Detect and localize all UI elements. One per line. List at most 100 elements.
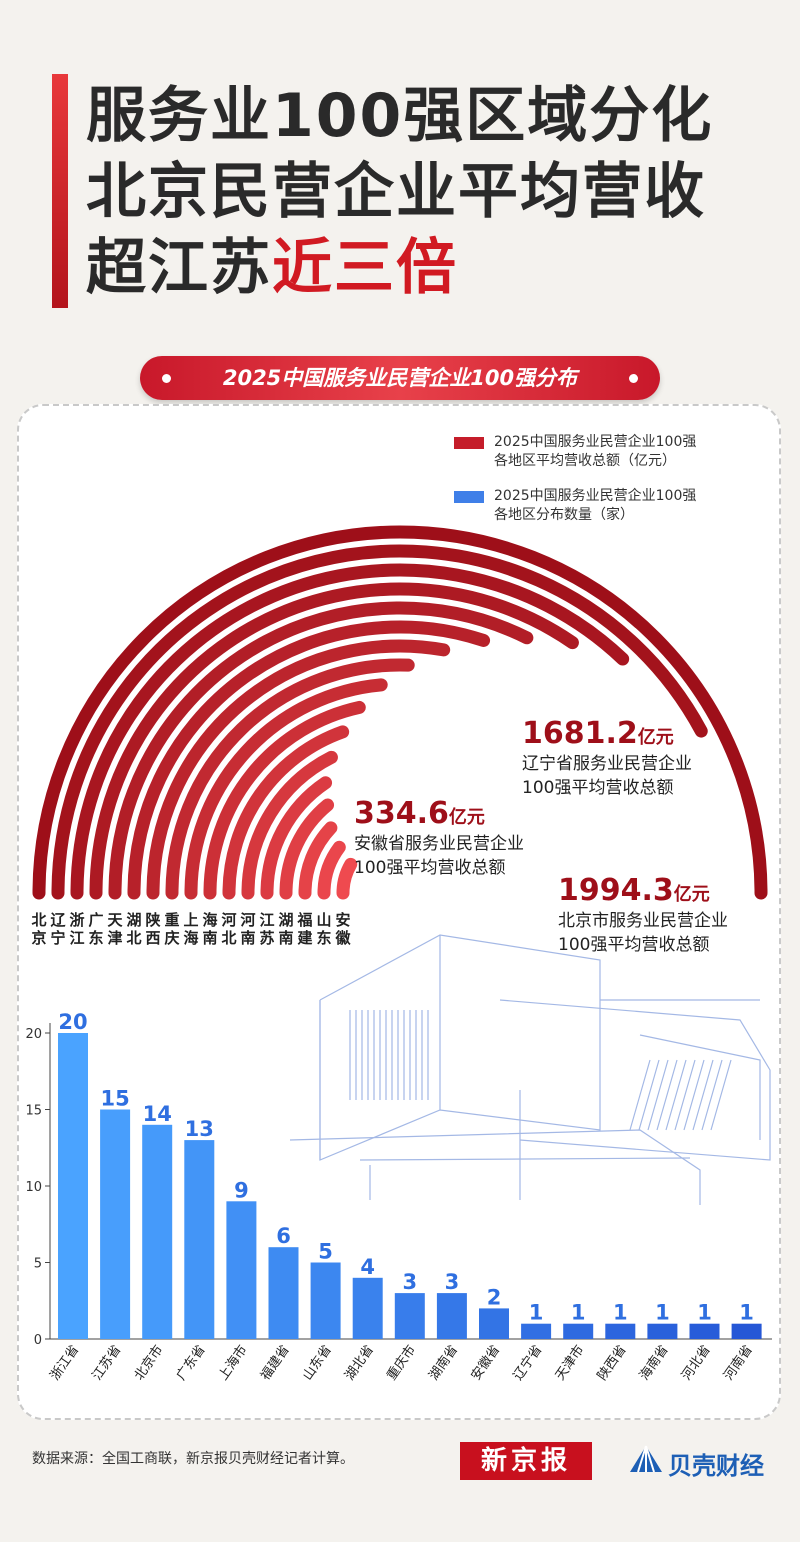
bar-辽宁省 — [521, 1323, 552, 1339]
annotation-beijing-line-1: 北京市服务业民营企业 — [558, 911, 728, 931]
arc-label-bottom-重庆: 庆 — [164, 929, 179, 947]
arc-label-top-山东: 山 — [316, 911, 331, 929]
bar-河南省 — [731, 1323, 762, 1339]
y-tick-label-5: 5 — [34, 1257, 42, 1272]
y-tick-label-10: 10 — [25, 1180, 42, 1195]
bar-湖南省 — [436, 1293, 467, 1339]
arc-label-bottom-天津: 津 — [107, 929, 122, 947]
annotation-liaoning-line-1: 辽宁省服务业民营企业 — [522, 754, 692, 774]
bar-value-label-河北省: 1 — [697, 1301, 712, 1325]
arc-label-top-辽宁: 辽 — [50, 911, 65, 929]
beike-shell-logo-icon — [630, 1445, 662, 1473]
arc-label-bottom-上海: 海 — [183, 929, 198, 947]
revenue-arc-陕西 — [146, 639, 451, 900]
bar-value-label-福建省: 6 — [276, 1224, 291, 1248]
bar-陕西省 — [605, 1323, 636, 1339]
bar-湖北省 — [352, 1277, 383, 1339]
legend-revenue-line-2: 各地区平均营收总额（亿元） — [494, 453, 676, 469]
x-tick-label-广东省: 广东省 — [174, 1343, 209, 1384]
annotation-beijing-unit: 亿元 — [673, 884, 710, 905]
arc-label-bottom-浙江: 江 — [69, 929, 84, 947]
bar-value-label-上海市: 9 — [234, 1178, 249, 1202]
x-tick-label-上海市: 上海市 — [215, 1342, 250, 1383]
x-tick-label-湖南省: 湖南省 — [426, 1342, 461, 1383]
revenue-arc-辽宁 — [51, 544, 708, 900]
annotation-beijing-value: 1994.3 — [558, 873, 674, 908]
arc-label-bottom-北京: 京 — [31, 929, 46, 947]
y-tick-label-0: 0 — [34, 1333, 42, 1348]
arc-label-bottom-辽宁: 宁 — [50, 929, 65, 947]
arc-label-top-福建: 福 — [296, 911, 312, 929]
x-tick-label-北京市: 北京市 — [131, 1342, 166, 1383]
data-source-note: 数据来源：全国工商联，新京报贝壳财经记者计算。 — [32, 1451, 354, 1467]
bar-value-label-山东省: 5 — [318, 1240, 333, 1264]
revenue-arc-河北 — [222, 725, 350, 900]
bar-value-label-重庆市: 3 — [402, 1270, 417, 1294]
legend-count-line-2: 各地区分布数量（家） — [494, 507, 634, 523]
legend-revenue-swatch — [454, 437, 484, 449]
revenue-arc-广东 — [89, 582, 579, 900]
annotation-liaoning-line-2: 100强平均营收总额 — [522, 778, 674, 798]
architecture-sketch-illustration — [289, 934, 771, 1205]
annotation-anhui-value: 334.6 — [354, 796, 449, 831]
bar-value-label-河南省: 1 — [739, 1301, 754, 1325]
x-tick-label-山东省: 山东省 — [300, 1343, 335, 1384]
y-tick-label-20: 20 — [25, 1027, 42, 1042]
arc-label-top-天津: 天 — [107, 911, 123, 929]
x-tick-label-重庆市: 重庆市 — [384, 1342, 419, 1383]
bar-海南省 — [647, 1323, 678, 1339]
x-tick-label-安徽省: 安徽省 — [469, 1343, 504, 1384]
legend-revenue-text: 2025中国服务业民营企业100强 各地区平均营收总额（亿元） — [494, 433, 754, 471]
arc-label-top-江苏: 江 — [259, 911, 274, 929]
bar-天津市 — [563, 1323, 594, 1339]
arc-label-bottom-湖北: 北 — [126, 929, 141, 947]
arc-label-bottom-湖南: 南 — [278, 929, 293, 947]
bullet-dot-right-icon — [629, 374, 638, 383]
bar-北京市 — [142, 1124, 173, 1339]
annotation-anhui-line-2: 100强平均营收总额 — [354, 858, 506, 878]
bar-浙江省 — [58, 1033, 88, 1339]
legend-count-swatch — [454, 491, 484, 503]
arc-label-bottom-海南: 南 — [202, 929, 217, 947]
bar-安徽省 — [479, 1308, 509, 1339]
bar-value-label-江苏省: 15 — [100, 1087, 129, 1111]
arc-label-top-陕西: 陕 — [145, 911, 160, 929]
x-tick-label-辽宁省: 辽宁省 — [510, 1342, 545, 1383]
bar-上海市 — [226, 1201, 257, 1339]
x-tick-label-海南省: 海南省 — [636, 1342, 671, 1383]
revenue-arc-浙江 — [70, 563, 630, 900]
legend-count-text: 2025中国服务业民营企业100强 各地区分布数量（家） — [494, 487, 754, 525]
arc-label-bottom-福建: 建 — [297, 929, 313, 947]
arc-label-top-湖北: 湖 — [126, 911, 141, 929]
legend-count-line-1: 2025中国服务业民营企业100强 — [494, 488, 697, 504]
arc-label-top-河南: 河 — [240, 911, 255, 929]
legend-revenue-line-1: 2025中国服务业民营企业100强 — [494, 434, 697, 450]
annotation-beijing-line-2: 100强平均营收总额 — [558, 935, 710, 955]
title-line-1: 服务业100强区域分化 — [86, 81, 714, 151]
y-tick-label-15: 15 — [25, 1104, 42, 1119]
bar-value-label-北京市: 14 — [143, 1102, 172, 1126]
arc-label-top-安徽: 安 — [335, 911, 350, 929]
arc-label-top-海南: 海 — [202, 911, 217, 929]
bar-value-label-浙江省: 20 — [58, 1010, 87, 1034]
bar-value-label-辽宁省: 1 — [529, 1301, 544, 1325]
revenue-arc-天津 — [108, 601, 534, 900]
revenue-arc-山东 — [317, 840, 346, 900]
arc-label-bottom-河南: 南 — [240, 929, 255, 947]
arc-label-top-上海: 上 — [183, 911, 198, 929]
x-tick-label-天津市: 天津市 — [552, 1342, 587, 1383]
arc-label-bottom-河北: 北 — [221, 929, 236, 947]
x-tick-label-浙江省: 浙江省 — [48, 1343, 83, 1384]
xinjingbao-logo: 新京报 — [460, 1442, 592, 1480]
revenue-arc-重庆 — [165, 658, 415, 900]
bullet-dot-left-icon — [162, 374, 171, 383]
arc-label-bottom-山东: 东 — [316, 929, 331, 947]
bar-福建省 — [268, 1247, 299, 1339]
title-line-2: 北京民营企业平均营收 — [86, 157, 706, 227]
revenue-arc-上海 — [184, 678, 388, 900]
arc-label-bottom-江苏: 苏 — [259, 929, 274, 947]
annotation-anhui-line-1: 安徽省服务业民营企业 — [354, 834, 524, 854]
x-tick-label-江苏省: 江苏省 — [89, 1342, 124, 1383]
x-tick-label-陕西省: 陕西省 — [595, 1343, 630, 1384]
bar-value-label-湖南省: 3 — [445, 1270, 460, 1294]
